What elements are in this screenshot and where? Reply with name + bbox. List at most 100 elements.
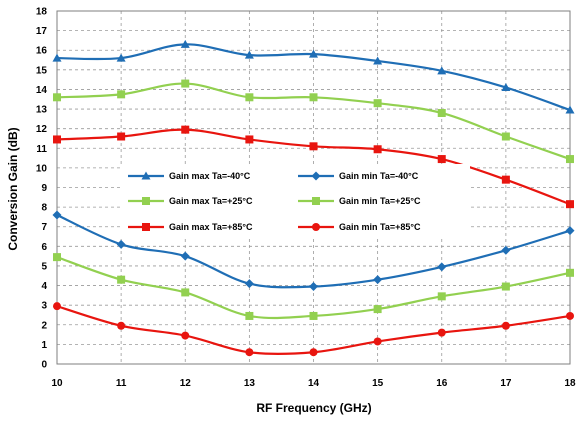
- data-point: [52, 210, 62, 220]
- x-axis-label: RF Frequency (GHz): [256, 401, 371, 415]
- y-tick-label: 6: [41, 242, 47, 253]
- data-point: [566, 155, 574, 164]
- data-point: [565, 226, 575, 236]
- data-point: [309, 93, 318, 102]
- data-point: [181, 125, 190, 134]
- data-point: [501, 321, 510, 330]
- legend-label: Gain min Ta=+25°C: [339, 196, 421, 206]
- data-point: [117, 321, 126, 330]
- y-tick-label: 10: [36, 163, 48, 174]
- data-point: [501, 245, 511, 255]
- legend-marker: [142, 223, 150, 231]
- legend-marker: [312, 223, 320, 231]
- plot-border: [56, 10, 571, 365]
- data-point: [437, 108, 446, 117]
- legend-box: [120, 164, 470, 238]
- y-tick-label: 12: [36, 124, 48, 135]
- series-0: [52, 39, 575, 114]
- series-2: [53, 79, 574, 164]
- data-point: [244, 279, 254, 289]
- y-tick-label: 15: [36, 65, 48, 76]
- data-point: [52, 53, 62, 62]
- series-group: [52, 39, 575, 357]
- data-point: [245, 93, 254, 102]
- data-point: [437, 328, 446, 337]
- x-tick-label: 15: [372, 378, 384, 389]
- legend-label: Gain max Ta=+85°C: [169, 222, 253, 232]
- data-point: [373, 337, 382, 346]
- y-tick-label: 14: [36, 85, 48, 96]
- legend-item: Gain min Ta=-40°C: [298, 171, 419, 181]
- y-tick-label: 13: [36, 105, 48, 116]
- data-point: [244, 50, 254, 59]
- data-point: [53, 253, 61, 262]
- x-tick-label: 10: [51, 378, 63, 389]
- y-tick-label: 16: [36, 46, 48, 57]
- data-point: [566, 311, 574, 320]
- legend-marker: [312, 197, 320, 205]
- data-point: [181, 331, 190, 340]
- x-tick-label: 11: [116, 378, 127, 389]
- y-tick-label: 7: [41, 222, 47, 233]
- data-point: [116, 239, 126, 249]
- x-tick-label: 16: [436, 378, 448, 389]
- legend-label: Gain min Ta=-40°C: [339, 171, 419, 181]
- y-tick-label: 3: [41, 301, 47, 312]
- data-point: [373, 99, 382, 108]
- data-point: [245, 348, 254, 357]
- data-point: [373, 56, 383, 65]
- legend-label: Gain min Ta=+85°C: [339, 222, 421, 232]
- data-point: [180, 251, 190, 261]
- x-tick-label: 18: [564, 378, 576, 389]
- y-tick-label: 9: [41, 183, 47, 194]
- data-point: [117, 132, 126, 141]
- y-tick-label: 4: [41, 281, 47, 292]
- data-point: [309, 282, 318, 292]
- legend-item: Gain min Ta=+25°C: [298, 196, 421, 206]
- x-tick-label: 12: [180, 378, 192, 389]
- data-point: [53, 93, 61, 102]
- x-tick-label: 17: [500, 378, 512, 389]
- data-point: [501, 282, 510, 291]
- data-point: [245, 311, 254, 320]
- x-axis-ticks: 10 11 12 13 14 15 16 17 18: [51, 378, 576, 389]
- legend-marker: [141, 171, 151, 180]
- legend-item: Gain min Ta=+85°C: [298, 222, 421, 232]
- legend-label: Gain max Ta=-40°C: [169, 171, 251, 181]
- series-5: [53, 302, 574, 357]
- data-point: [116, 53, 126, 62]
- y-tick-label: 17: [36, 26, 48, 37]
- data-point: [566, 268, 574, 277]
- data-point: [309, 142, 318, 151]
- y-tick-label: 18: [36, 7, 48, 18]
- data-point: [373, 305, 382, 314]
- data-point: [181, 288, 190, 297]
- data-point: [437, 66, 447, 75]
- data-point: [501, 175, 510, 184]
- data-point: [437, 292, 446, 301]
- y-tick-label: 0: [41, 360, 47, 371]
- y-axis-label: Conversion Gain (dB): [6, 127, 20, 250]
- legend: Gain max Ta=-40°C Gain min Ta=-40°C Gain m…: [120, 164, 470, 238]
- plot-area-border: [56, 10, 571, 365]
- data-point: [501, 132, 510, 141]
- y-tick-label: 2: [41, 320, 47, 331]
- data-point: [117, 275, 126, 284]
- data-point: [309, 348, 318, 357]
- data-point: [437, 262, 447, 272]
- data-point: [373, 145, 382, 154]
- data-point: [501, 82, 511, 91]
- data-point: [180, 39, 190, 48]
- x-tick-label: 14: [308, 378, 320, 389]
- legend-marker: [142, 197, 150, 205]
- data-point: [373, 275, 383, 285]
- data-point: [245, 135, 254, 144]
- data-point: [181, 79, 190, 88]
- x-tick-label: 13: [244, 378, 256, 389]
- data-point: [53, 302, 61, 311]
- data-point: [117, 90, 126, 99]
- data-point: [53, 135, 61, 144]
- legend-item: Gain max Ta=-40°C: [128, 171, 251, 181]
- data-point: [309, 49, 318, 58]
